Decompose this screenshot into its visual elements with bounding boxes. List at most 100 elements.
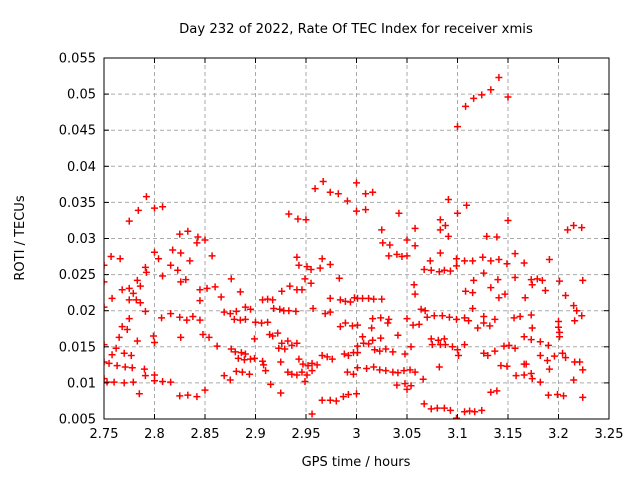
data-point — [343, 368, 351, 376]
data-point — [201, 386, 209, 394]
data-point — [484, 351, 492, 359]
data-point — [340, 350, 348, 358]
data-point — [462, 287, 470, 295]
data-point — [452, 414, 460, 419]
data-point — [368, 324, 376, 332]
data-point — [129, 289, 137, 297]
data-point — [151, 377, 158, 385]
data-point — [134, 206, 142, 214]
data-point — [104, 278, 108, 286]
data-point — [536, 338, 544, 346]
data-point — [528, 375, 536, 383]
data-point — [576, 358, 584, 366]
data-point — [301, 377, 309, 385]
data-point — [208, 252, 216, 260]
data-point — [410, 281, 418, 289]
data-point — [284, 368, 292, 376]
data-point — [384, 319, 392, 327]
data-point — [286, 282, 294, 290]
data-point — [454, 209, 461, 217]
data-point — [571, 317, 579, 325]
data-point — [370, 295, 378, 303]
data-point — [116, 255, 124, 263]
data-point — [511, 273, 519, 281]
data-point — [159, 203, 167, 211]
data-point — [231, 348, 239, 356]
data-point — [382, 345, 390, 353]
data-point — [504, 216, 512, 224]
data-point — [136, 282, 144, 290]
data-point — [510, 314, 518, 322]
data-point — [528, 281, 536, 289]
data-point — [276, 305, 284, 313]
x-tick-label: 2.95 — [292, 427, 321, 442]
data-point — [326, 260, 334, 268]
data-point — [359, 333, 367, 341]
data-point — [237, 349, 245, 357]
data-point — [141, 263, 149, 271]
data-point — [303, 371, 311, 379]
data-point — [132, 296, 140, 304]
data-point — [285, 210, 293, 218]
data-point — [267, 380, 275, 388]
data-point — [196, 316, 204, 324]
data-point — [127, 351, 135, 359]
data-point — [478, 406, 486, 414]
data-point — [371, 346, 379, 354]
data-point — [264, 318, 272, 326]
data-point — [491, 347, 499, 355]
data-point — [379, 239, 387, 247]
data-point — [336, 296, 344, 304]
data-point — [353, 390, 360, 398]
tick-labels: 2.75 2.8 2.85 2.9 2.95 3 3.05 3.1 3.15 3.2 3.25 0.0… — [59, 52, 624, 443]
data-point — [125, 284, 133, 292]
data-point — [236, 288, 244, 296]
data-point — [520, 371, 528, 379]
data-point — [382, 367, 390, 375]
data-point — [407, 343, 415, 351]
data-point — [452, 255, 460, 263]
x-tick-label: 3.15 — [494, 427, 523, 442]
data-point — [336, 323, 344, 331]
data-point — [470, 276, 478, 284]
data-point — [541, 286, 549, 294]
data-point — [307, 266, 315, 274]
y-tick-label: 0.055 — [59, 52, 96, 67]
data-point — [493, 387, 501, 395]
data-point — [293, 253, 301, 261]
data-point — [544, 341, 552, 349]
data-point — [427, 266, 435, 274]
data-point — [378, 295, 386, 303]
data-point — [393, 250, 401, 258]
data-point — [461, 341, 469, 349]
data-point — [401, 350, 409, 358]
data-point — [570, 222, 578, 230]
data-point — [220, 308, 228, 316]
data-point — [213, 342, 221, 350]
data-point — [353, 179, 360, 187]
data-point — [436, 249, 444, 257]
data-point — [359, 294, 367, 302]
data-point — [465, 317, 473, 325]
y-tick-label: 0.015 — [59, 340, 96, 355]
data-point — [543, 357, 551, 365]
data-point — [241, 315, 249, 323]
data-point — [395, 209, 403, 217]
data-point — [133, 337, 141, 345]
data-point — [419, 375, 427, 383]
data-point — [454, 346, 461, 354]
data-point — [151, 338, 158, 346]
data-point — [110, 378, 118, 386]
data-point — [435, 268, 443, 276]
data-point — [220, 372, 228, 380]
data-point — [318, 255, 326, 263]
data-point — [480, 349, 488, 357]
data-point — [369, 188, 377, 196]
data-point — [250, 354, 258, 362]
data-point — [189, 312, 197, 320]
data-point — [321, 310, 329, 318]
data-point — [452, 315, 460, 323]
data-point — [455, 351, 463, 359]
data-point — [487, 284, 495, 292]
data-point — [193, 239, 201, 247]
